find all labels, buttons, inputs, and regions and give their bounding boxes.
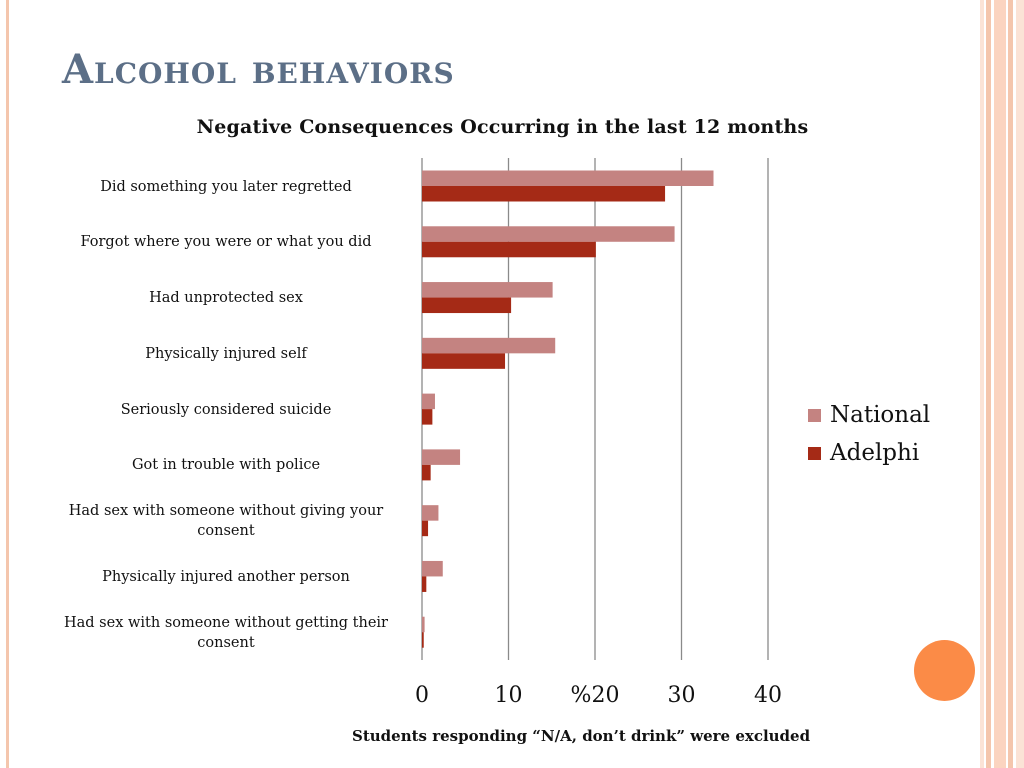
bar-national xyxy=(422,449,461,465)
bar-national xyxy=(422,337,556,354)
bar-national xyxy=(422,393,435,410)
x-tick-label: 10 xyxy=(495,683,523,708)
footnote: Students responding “N/A, don’t drink” w… xyxy=(352,727,811,745)
legend-label-adelphi: Adelphi xyxy=(830,440,920,466)
bar-adelphi xyxy=(422,241,596,258)
left-frame-line xyxy=(6,0,9,768)
bar-adelphi xyxy=(422,353,506,369)
category-label: Physically injured self xyxy=(145,345,307,362)
bar-national xyxy=(422,505,439,521)
category-label: Seriously considered suicide xyxy=(120,401,332,418)
bar-national xyxy=(422,282,553,298)
category-label: Had unprotected sex xyxy=(149,290,303,307)
legend-label-national: National xyxy=(830,402,931,428)
chart-title: Negative Consequences Occurring in the l… xyxy=(196,116,809,138)
legend-swatch-adelphi xyxy=(808,446,821,460)
category-label: Had sex with someone without getting the… xyxy=(64,614,388,651)
category-label: Forgot where you were or what you did xyxy=(80,234,372,251)
x-tick-label: 0 xyxy=(415,683,429,708)
category-label: Did something you later regretted xyxy=(100,178,352,195)
x-tick-label: %20 xyxy=(571,683,620,708)
bar-national xyxy=(422,226,675,242)
bar-adelphi xyxy=(422,520,429,537)
slide-title: Alcohol behaviors xyxy=(62,46,455,93)
bar-adelphi xyxy=(422,464,431,481)
bar-adelphi xyxy=(422,409,433,425)
legend-swatch-national xyxy=(808,408,821,422)
category-label: Got in trouble with police xyxy=(131,457,321,474)
legend-item-adelphi: Adelphi xyxy=(808,434,930,472)
legend-item-national: National xyxy=(808,396,930,434)
bar-adelphi xyxy=(422,186,666,202)
x-tick-labels: 0 10 %20 30 40 xyxy=(415,683,782,708)
bar-national xyxy=(422,616,425,633)
bar-adelphi xyxy=(422,576,427,592)
x-tick-label: 30 xyxy=(668,683,696,708)
bar-adelphi xyxy=(422,297,512,314)
x-tick-label: 40 xyxy=(754,683,782,708)
bar-national xyxy=(422,170,714,186)
legend: National Adelphi xyxy=(808,396,930,472)
bars xyxy=(422,170,714,648)
bar-adelphi xyxy=(422,632,424,648)
decorative-circle xyxy=(914,640,975,701)
bar-national xyxy=(422,560,443,577)
category-label: Had sex with someone without giving your… xyxy=(68,503,384,540)
category-label: Physically injured another person xyxy=(102,568,350,585)
